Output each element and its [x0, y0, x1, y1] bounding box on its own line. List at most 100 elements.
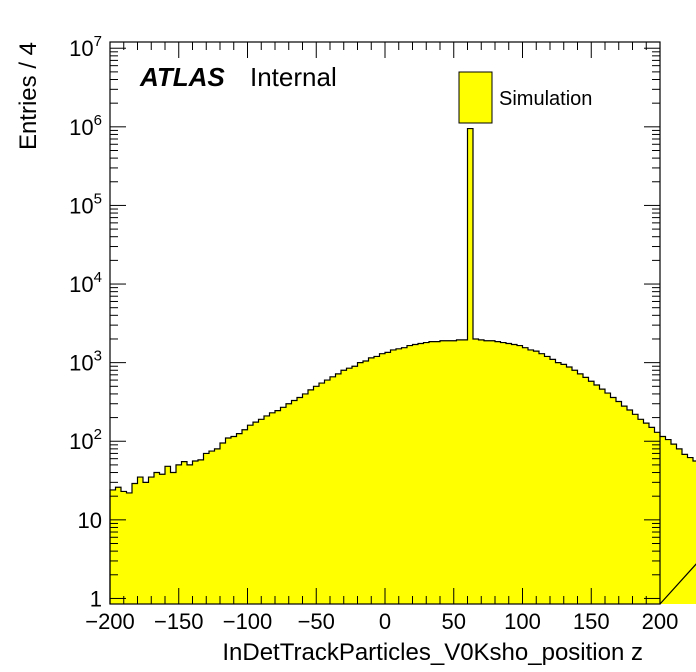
x-tick-label: −200 — [85, 609, 135, 634]
histogram-bar — [412, 344, 419, 604]
y-tick-label: 10 — [78, 508, 102, 533]
x-axis-ticks: −200 −150 −100 −50 0 50 100 150 200 — [85, 42, 678, 634]
histogram-bar — [302, 393, 309, 604]
histogram-bar — [478, 339, 485, 604]
histogram-bar — [687, 457, 694, 604]
atlas-label: ATLAS — [139, 62, 225, 92]
histogram-bar — [643, 423, 650, 604]
histogram-bar — [291, 400, 298, 604]
histogram-bar — [209, 451, 215, 604]
histogram-bar — [363, 360, 369, 604]
histogram-bar — [484, 340, 490, 604]
x-tick-label: −50 — [298, 609, 335, 634]
histogram-bar — [319, 383, 325, 604]
histogram-bar — [577, 373, 584, 604]
histogram-bar — [187, 464, 193, 604]
histogram-bar — [357, 362, 364, 604]
histogram-bar — [341, 370, 347, 604]
legend: Simulation — [458, 71, 592, 124]
histogram-bar — [165, 466, 171, 604]
histogram-bar — [500, 342, 507, 604]
y-axis-ticks: 1 10 102 103 104 105 106 107 — [69, 33, 660, 611]
histogram-bar — [528, 349, 534, 604]
histogram-bar — [511, 344, 518, 604]
histogram-bar — [170, 472, 177, 604]
x-tick-label: −150 — [154, 609, 204, 634]
histogram-bar — [110, 489, 116, 604]
histogram-bar — [198, 459, 204, 604]
histogram-bar — [214, 448, 221, 604]
histogram-bar — [445, 340, 452, 604]
y-tick-label: 105 — [69, 190, 102, 218]
histogram-bar — [385, 352, 391, 604]
legend-label-simulation: Simulation — [499, 88, 592, 110]
histogram-bar — [676, 448, 683, 604]
histogram-bar — [297, 397, 303, 604]
internal-label: Internal — [250, 62, 337, 92]
histogram-bar — [374, 356, 380, 604]
histogram-bar — [627, 409, 633, 604]
histogram-bar — [522, 347, 529, 604]
histogram-bar — [264, 415, 270, 604]
histogram-bar — [121, 491, 127, 604]
histogram-bar — [561, 364, 567, 604]
histogram-bar — [203, 453, 210, 604]
histogram-bar — [583, 377, 589, 604]
histogram-bar — [506, 343, 512, 604]
histogram-bar — [242, 429, 248, 604]
histogram-bar — [473, 338, 479, 604]
histogram-bar — [440, 340, 446, 604]
histogram-bar — [434, 341, 441, 604]
histogram-bars — [110, 128, 696, 605]
histogram-bar — [115, 487, 122, 604]
histogram-bar — [280, 407, 287, 604]
histogram-bar — [313, 386, 320, 604]
histogram-bar — [665, 439, 672, 604]
histogram-bar — [616, 401, 622, 604]
histogram-bar — [159, 474, 166, 604]
histogram-outline-group — [109, 127, 696, 605]
histogram-bar — [236, 433, 243, 604]
histogram-bar — [682, 454, 688, 604]
histogram-bar — [544, 356, 551, 604]
histogram-bar — [143, 482, 149, 604]
histogram-bar — [566, 367, 573, 604]
histogram-bar — [495, 341, 501, 604]
histogram-bar — [231, 436, 237, 604]
x-tick-label: 100 — [504, 609, 541, 634]
histogram-bar — [539, 353, 545, 604]
histogram-bar — [137, 477, 144, 604]
histogram-bar — [352, 366, 358, 604]
histogram-bar — [533, 351, 540, 604]
histogram-bar — [396, 348, 402, 604]
histogram-bar — [660, 436, 666, 604]
y-tick-label: 104 — [69, 269, 102, 297]
x-axis-title: InDetTrackParticles_V0Ksho_position z — [222, 639, 643, 666]
histogram-bar — [253, 422, 259, 604]
y-tick-label: 103 — [69, 348, 102, 376]
histogram-bar — [148, 477, 155, 604]
x-tick-label: 200 — [642, 609, 679, 634]
histogram-bar — [594, 384, 600, 604]
histogram-bar — [286, 403, 292, 604]
histogram-bar — [654, 432, 661, 604]
histogram-bar — [671, 444, 677, 604]
histogram-bar — [330, 376, 336, 604]
histogram-bar — [324, 380, 331, 604]
histogram-bar — [132, 483, 138, 604]
histogram-bar — [588, 381, 595, 604]
histogram-bar — [423, 342, 430, 604]
histogram-bar — [401, 347, 408, 604]
x-tick-label: 0 — [379, 609, 391, 634]
histogram-bar — [181, 461, 188, 604]
histogram-bar — [247, 425, 254, 604]
y-tick-label: 107 — [69, 33, 102, 61]
histogram-bar — [456, 339, 463, 604]
y-tick-label: 102 — [69, 426, 102, 454]
histogram-outline — [109, 127, 696, 605]
histogram-bar — [610, 397, 617, 604]
histogram-bar — [572, 370, 578, 604]
x-tick-label: 150 — [573, 609, 610, 634]
histogram-bar — [390, 349, 397, 604]
